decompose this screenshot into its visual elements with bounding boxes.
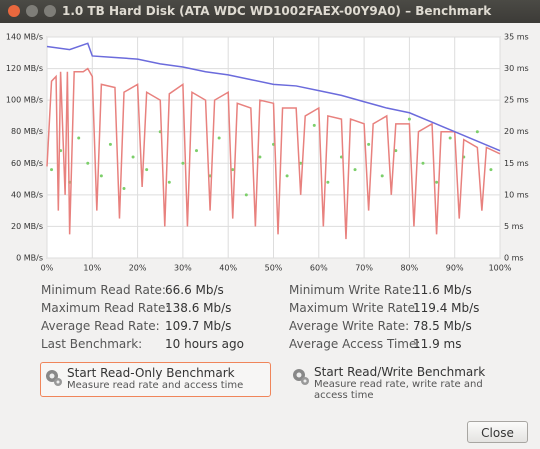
access-time-point (244, 193, 248, 197)
x-tick-label: 80% (401, 264, 419, 273)
rate-line (46, 42, 501, 152)
access-time-point (108, 142, 112, 146)
access-time-point (181, 161, 185, 165)
access-time-point (285, 174, 289, 178)
x-tick-label: 100% (489, 264, 512, 273)
x-tick-label: 30% (174, 264, 192, 273)
chart: 0% 10% 20% 30% 40% 50% 60% 70% 80% 90% 100% 0 MB/s 2… (6, 33, 529, 273)
x-tick-label: 50% (265, 264, 283, 273)
stat-label: Minimum Write Rate: (289, 283, 416, 297)
y-tick-label: 120 MB/s (6, 64, 43, 73)
action-description: Measure read rate, write rate and access… (314, 379, 483, 401)
access-time-point (194, 149, 198, 153)
x-tick-label: 10% (83, 264, 101, 273)
access-time-point (394, 149, 398, 153)
access-time-point (326, 180, 330, 184)
y-tick-label: 40 MB/s (11, 190, 43, 199)
minimize-button[interactable] (26, 5, 38, 17)
x-tick-label: 70% (355, 264, 373, 273)
access-time-point (448, 136, 452, 140)
stat-value: 138.6 Mb/s (165, 301, 232, 315)
access-time-point (312, 123, 316, 127)
gear-icon (293, 369, 309, 385)
access-time-point (367, 142, 371, 146)
stat-value: 119.4 Mb/s (413, 301, 480, 315)
x-tick-label: 20% (129, 264, 147, 273)
access-time-point (299, 161, 303, 165)
stat-value: 10 hours ago (165, 337, 244, 351)
stat-label: Maximum Read Rate: (41, 301, 170, 315)
access-time-point (122, 187, 126, 191)
x-tick-label: 90% (446, 264, 464, 273)
action-description: Measure read rate and access time (67, 380, 244, 391)
title-bar: 1.0 TB Hard Disk (ATA WDC WD1002FAEX-00Y… (0, 0, 540, 23)
stat-value: 66.6 Mb/s (165, 283, 224, 297)
gear-icon (46, 370, 62, 386)
access-time-point (86, 161, 90, 165)
access-time-point (435, 180, 439, 184)
access-time-point (475, 130, 479, 134)
action-title: Start Read-Only Benchmark (67, 366, 235, 380)
maximize-button[interactable] (44, 5, 56, 17)
stat-label: Maximum Write Rate: (289, 301, 419, 315)
window-title: 1.0 TB Hard Disk (ATA WDC WD1002FAEX-00Y… (62, 4, 492, 18)
y-tick-label: 140 MB/s (6, 33, 43, 42)
access-time-point (489, 168, 493, 172)
access-time-point (421, 161, 425, 165)
y2-tick-label: 5 ms (504, 222, 524, 231)
stat-label: Average Write Rate: (289, 319, 410, 333)
action-title: Start Read/Write Benchmark (314, 365, 486, 379)
stat-label: Minimum Read Rate: (41, 283, 166, 297)
y2-tick-label: 20 ms (504, 127, 529, 136)
y2-tick-label: 25 ms (504, 96, 529, 105)
close-window-button[interactable] (8, 5, 20, 17)
y-tick-label: 20 MB/s (11, 222, 43, 231)
access-time-point (353, 168, 357, 172)
y2-tick-label: 30 ms (504, 64, 529, 73)
x-tick-label: 60% (310, 264, 328, 273)
access-time-point (99, 174, 103, 178)
x-tick-label: 40% (219, 264, 237, 273)
access-time-point (145, 168, 149, 172)
stat-value: 78.5 Mb/s (413, 319, 472, 333)
access-time-point (258, 155, 262, 159)
y2-tick-label: 10 ms (504, 190, 529, 199)
access-time-point (380, 174, 384, 178)
rate-line (46, 67, 501, 240)
access-time-point (50, 168, 54, 172)
access-time-point (131, 155, 135, 159)
close-button[interactable]: Close (467, 421, 528, 443)
access-time-point (77, 136, 81, 140)
access-time-point (231, 168, 235, 172)
y2-tick-label: 0 ms (504, 254, 524, 263)
stat-label: Last Benchmark: (41, 337, 143, 351)
access-time-point (407, 117, 411, 121)
y2-tick-label: 35 ms (504, 33, 529, 42)
read-only-benchmark-button[interactable]: Start Read-Only Benchmark Measure read r… (40, 362, 271, 397)
y-tick-label: 80 MB/s (11, 127, 43, 136)
stat-label: Average Read Rate: (41, 319, 160, 333)
y2-tick-label: 15 ms (504, 159, 529, 168)
x-tick-label: 0% (41, 264, 54, 273)
stat-value: 11.6 Mb/s (413, 283, 472, 297)
access-time-point (167, 180, 171, 184)
read-write-benchmark-button[interactable]: Start Read/Write Benchmark Measure read … (288, 362, 517, 401)
y-tick-label: 100 MB/s (6, 96, 43, 105)
stat-label: Average Access Time: (289, 337, 421, 351)
y-tick-label: 0 MB/s (16, 254, 43, 263)
stat-value: 11.9 ms (413, 337, 462, 351)
y-tick-label: 60 MB/s (11, 159, 43, 168)
stat-value: 109.7 Mb/s (165, 319, 232, 333)
access-time-point (217, 136, 221, 140)
